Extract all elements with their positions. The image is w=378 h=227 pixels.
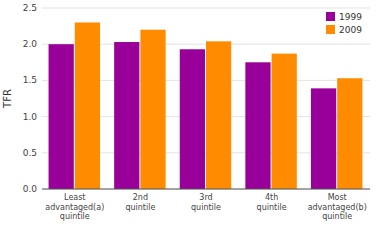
bar [272,54,297,189]
x-tick-label: Leastadvantaged(a)quintile [45,193,104,221]
bars [49,22,363,189]
y-tick-label: 2.0 [23,39,38,49]
y-tick-label: 1.5 [23,75,37,85]
grid [42,8,370,189]
legend-swatch [326,12,335,21]
legend: 1999 2009 [326,12,362,35]
bar [311,88,336,189]
x-axis-line [42,189,370,190]
bar [75,22,100,189]
chart: 0.0 0.5 1.0 1.5 2.0 2.5 TFR Leastadvantaged(a)q… [0,0,378,227]
bar [114,42,139,189]
bar [140,30,165,189]
y-tick-label: 0.0 [23,184,38,194]
legend-label: 2009 [339,25,362,35]
bar [206,41,231,189]
y-tick-label: 1.0 [23,112,38,122]
y-tick-label: 0.5 [23,148,37,158]
x-tick-label: 4thquintile [257,193,287,212]
bar [180,49,205,189]
x-tick-label: 3rdquintile [191,193,221,212]
bar [337,78,362,189]
y-tick-label: 2.5 [23,3,37,13]
x-tick-label: Mostadvantaged(b)quintile [308,193,367,221]
y-axis-label: TFR [2,89,13,109]
bar [49,44,74,189]
x-tick-label: 2ndquintile [125,193,155,212]
bar [245,62,270,189]
legend-label: 1999 [339,12,362,22]
grid-line [42,8,370,9]
legend-swatch [326,25,335,34]
grid-line [42,189,370,190]
